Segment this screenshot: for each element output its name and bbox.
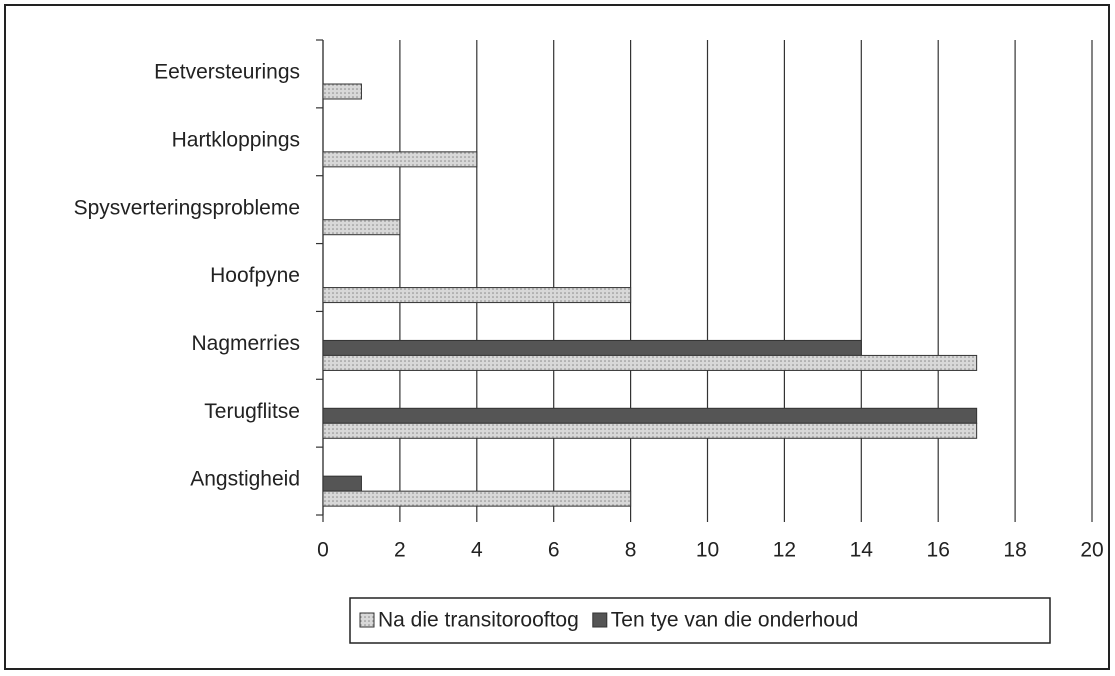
bar — [322, 354, 978, 371]
bar — [322, 287, 632, 304]
x-tick-label: 6 — [548, 539, 560, 562]
bar — [322, 339, 862, 356]
legend — [349, 597, 1051, 644]
y-tick-label: Hoofpyne — [210, 264, 300, 287]
frame — [4, 4, 1110, 670]
y-tick-label: Nagmerries — [191, 332, 300, 355]
y-tick-label: Terugflitse — [204, 400, 300, 423]
x-tick-label: 16 — [927, 539, 950, 562]
x-tick-label: 14 — [850, 539, 874, 562]
bar — [322, 151, 478, 168]
bar — [322, 422, 978, 439]
y-tick-label: Spysverteringsprobleme — [74, 196, 300, 219]
x-tick-label: 20 — [1080, 539, 1103, 562]
x-tick-label: 12 — [773, 539, 796, 562]
bar — [322, 490, 632, 507]
y-tick-label: Angstigheid — [190, 468, 300, 491]
bar — [322, 83, 362, 100]
x-tick-label: 0 — [317, 539, 329, 562]
y-tick-label: Hartkloppings — [172, 128, 300, 151]
legend-label: Na die transitorooftog — [378, 609, 579, 632]
legend-label: Ten tye van die onderhoud — [611, 609, 859, 632]
x-tick-label: 18 — [1003, 539, 1026, 562]
x-tick-label: 2 — [394, 539, 406, 562]
legend-swatch — [359, 612, 375, 628]
x-tick-label: 10 — [696, 539, 719, 562]
bar — [322, 219, 401, 236]
x-tick-label: 8 — [625, 539, 637, 562]
bar — [322, 475, 362, 492]
y-tick-label: Eetversteurings — [154, 61, 300, 84]
bar — [322, 407, 978, 424]
legend-swatch — [592, 612, 608, 628]
x-tick-label: 4 — [471, 539, 483, 562]
